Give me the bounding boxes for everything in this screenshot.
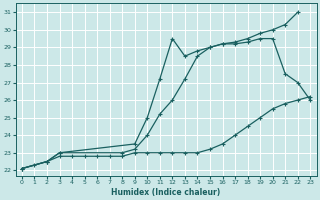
X-axis label: Humidex (Indice chaleur): Humidex (Indice chaleur) xyxy=(111,188,221,197)
